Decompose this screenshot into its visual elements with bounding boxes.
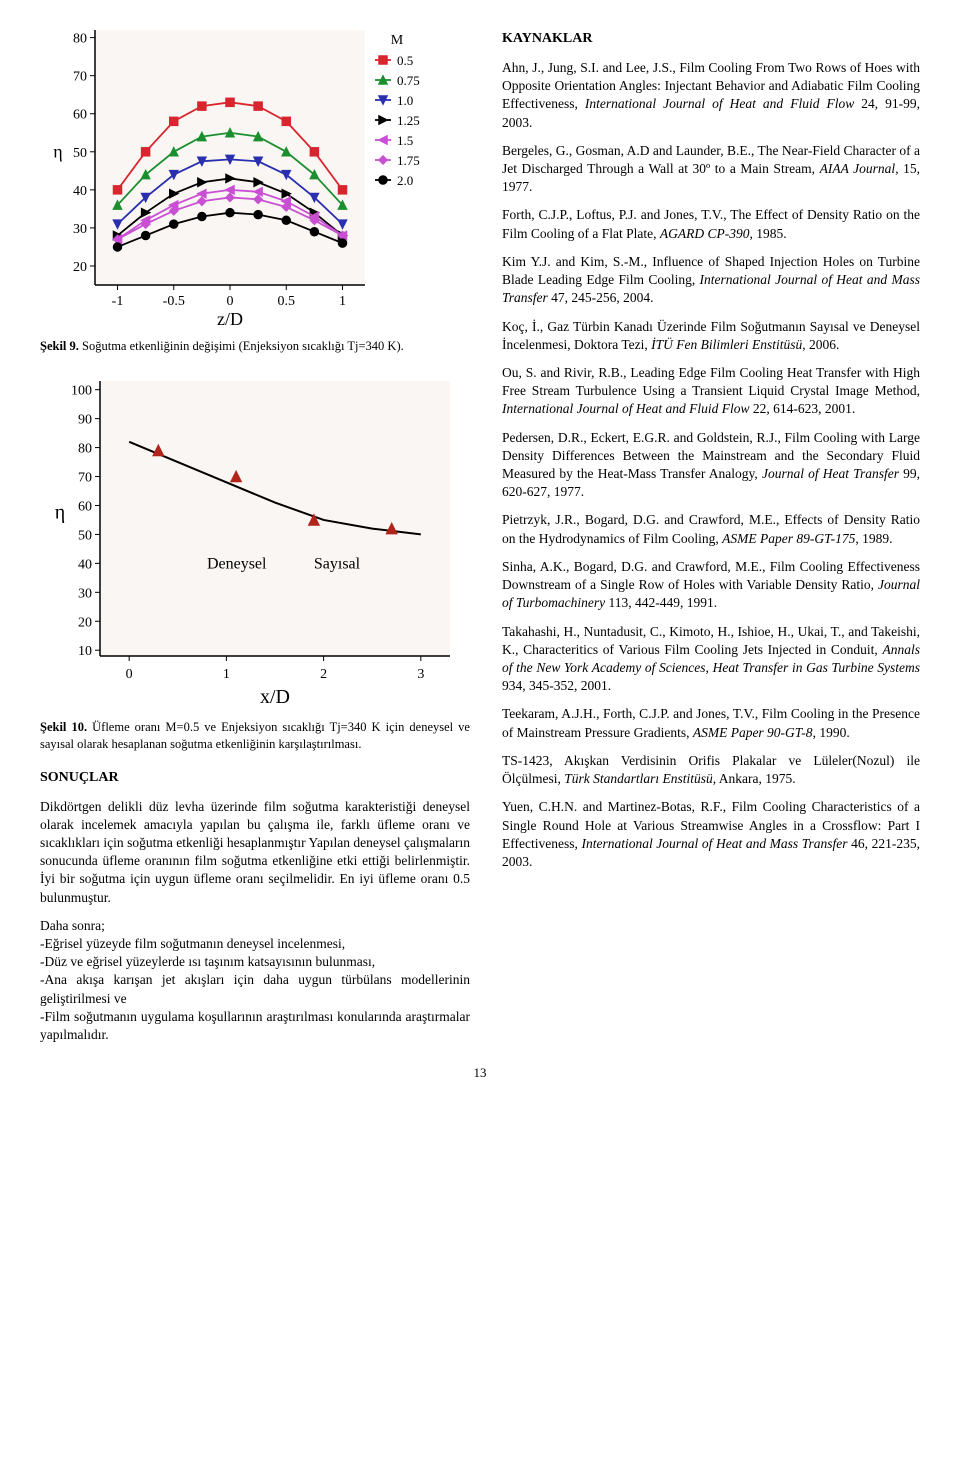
svg-text:20: 20 [78, 615, 92, 630]
reference-item: Teekaram, A.J.H., Forth, C.J.P. and Jone… [502, 705, 920, 741]
svg-text:20: 20 [73, 260, 87, 275]
reference-item: Ou, S. and Rivir, R.B., Leading Edge Fil… [502, 364, 920, 419]
svg-text:0.5: 0.5 [278, 294, 296, 309]
kaynaklar-heading: KAYNAKLAR [502, 30, 920, 49]
page-number: 13 [40, 1064, 920, 1082]
svg-text:1: 1 [223, 667, 230, 682]
figure-9-label: Şekil 9. [40, 339, 79, 353]
svg-text:z/D: z/D [217, 309, 243, 329]
reference-item: Kim Y.J. and Kim, S.-M., Influence of Sh… [502, 253, 920, 308]
reference-item: Takahashi, H., Nuntadusit, C., Kimoto, H… [502, 623, 920, 696]
svg-text:3: 3 [417, 667, 424, 682]
figure-9-text: Soğutma etkenliğinin değişimi (Enjeksiyo… [79, 339, 404, 353]
figure-10-label: Şekil 10. [40, 720, 87, 734]
reference-item: Pedersen, D.R., Eckert, E.G.R. and Golds… [502, 429, 920, 502]
chart2-svg: 10 20 30 40 50 60 70 80 90 100 0 1 2 3 η x/D Deneysel Say… [40, 371, 470, 711]
svg-text:70: 70 [78, 470, 92, 485]
references-list: Ahn, J., Jung, S.I. and Lee, J.S., Film … [502, 59, 920, 871]
svg-text:0.75: 0.75 [397, 73, 420, 88]
right-column: KAYNAKLAR Ahn, J., Jung, S.I. and Lee, J… [502, 20, 920, 1044]
figure-10-caption: Şekil 10. Üfleme oranı M=0.5 ve Enjeksiy… [40, 719, 470, 753]
svg-text:M: M [391, 33, 404, 48]
reference-item: Ahn, J., Jung, S.I. and Lee, J.S., Film … [502, 59, 920, 132]
svg-text:1.75: 1.75 [397, 153, 420, 168]
two-column-layout: 20304050607080-1-0.500.51ηz/DM0.50.751.0… [40, 20, 920, 1044]
svg-text:2.0: 2.0 [397, 173, 413, 188]
reference-item: Sinha, A.K., Bogard, D.G. and Crawford, … [502, 558, 920, 613]
figure-9-chart: 20 30 40 50 60 70 80 -1 -0.5 0 0.5 1 η z/D M 0.5 0.75 1.0… [40, 20, 470, 330]
figure-9-caption: Şekil 9. Soğutma etkenliğinin değişimi (… [40, 338, 470, 355]
svg-text:40: 40 [78, 557, 92, 572]
chart1-svg: 20 30 40 50 60 70 80 -1 -0.5 0 0.5 1 η z/D M 0.5 0.75 1.0… [40, 20, 470, 330]
sonuclar-heading: SONUÇLAR [40, 769, 470, 788]
svg-text:-1: -1 [112, 294, 124, 309]
svg-text:60: 60 [78, 499, 92, 514]
svg-text:0: 0 [126, 667, 133, 682]
svg-text:0.5: 0.5 [397, 53, 413, 68]
sonuclar-paragraph-1: Dikdörtgen delikli düz levha üzerinde fi… [40, 798, 470, 907]
svg-text:2: 2 [320, 667, 327, 682]
svg-text:70: 70 [73, 70, 87, 85]
svg-text:30: 30 [73, 222, 87, 237]
svg-text:-0.5: -0.5 [163, 294, 185, 309]
sonuclar-list-item: -Düz ve eğrisel yüzeylerde ısı taşınım k… [40, 953, 470, 971]
svg-text:40: 40 [73, 184, 87, 199]
svg-text:η: η [53, 142, 62, 162]
reference-item: Forth, C.J.P., Loftus, P.J. and Jones, T… [502, 206, 920, 242]
figure-10-text: Üfleme oranı M=0.5 ve Enjeksiyon sıcaklı… [40, 720, 470, 751]
sonuclar-list: -Eğrisel yüzeyde film soğutmanın deneyse… [40, 935, 470, 1044]
svg-text:80: 80 [78, 441, 92, 456]
sonuclar-list-item: -Film soğutmanın uygulama koşullarının a… [40, 1008, 470, 1044]
svg-text:1: 1 [339, 294, 346, 309]
svg-text:1.0: 1.0 [397, 93, 413, 108]
svg-text:1.25: 1.25 [397, 113, 420, 128]
svg-text:30: 30 [78, 586, 92, 601]
svg-text:η: η [55, 501, 65, 523]
svg-text:100: 100 [71, 384, 92, 399]
reference-item: TS-1423, Akışkan Verdisinin Orifis Plaka… [502, 752, 920, 788]
svg-text:Sayısal: Sayısal [314, 555, 361, 572]
reference-item: Yuen, C.H.N. and Martinez-Botas, R.F., F… [502, 798, 920, 871]
svg-text:80: 80 [73, 32, 87, 47]
svg-text:10: 10 [78, 644, 92, 659]
svg-text:Deneysel: Deneysel [207, 555, 267, 572]
svg-text:1.5: 1.5 [397, 133, 413, 148]
sonuclar-list-item: -Eğrisel yüzeyde film soğutmanın deneyse… [40, 935, 470, 953]
sonuclar-lead: Daha sonra; [40, 917, 470, 935]
svg-text:60: 60 [73, 108, 87, 123]
svg-text:50: 50 [73, 146, 87, 161]
svg-text:x/D: x/D [260, 686, 290, 708]
left-column: 20304050607080-1-0.500.51ηz/DM0.50.751.0… [40, 20, 470, 1044]
reference-item: Koç, İ., Gaz Türbin Kanadı Üzerinde Film… [502, 318, 920, 354]
figure-10-chart: 10 20 30 40 50 60 70 80 90 100 0 1 2 3 η x/D Deneysel Say… [40, 371, 470, 711]
svg-text:50: 50 [78, 528, 92, 543]
sonuclar-list-item: -Ana akışa karışan jet akışları için dah… [40, 971, 470, 1007]
svg-text:0: 0 [227, 294, 234, 309]
reference-item: Bergeles, G., Gosman, A.D and Launder, B… [502, 142, 920, 197]
svg-text:90: 90 [78, 413, 92, 428]
reference-item: Pietrzyk, J.R., Bogard, D.G. and Crawfor… [502, 511, 920, 547]
